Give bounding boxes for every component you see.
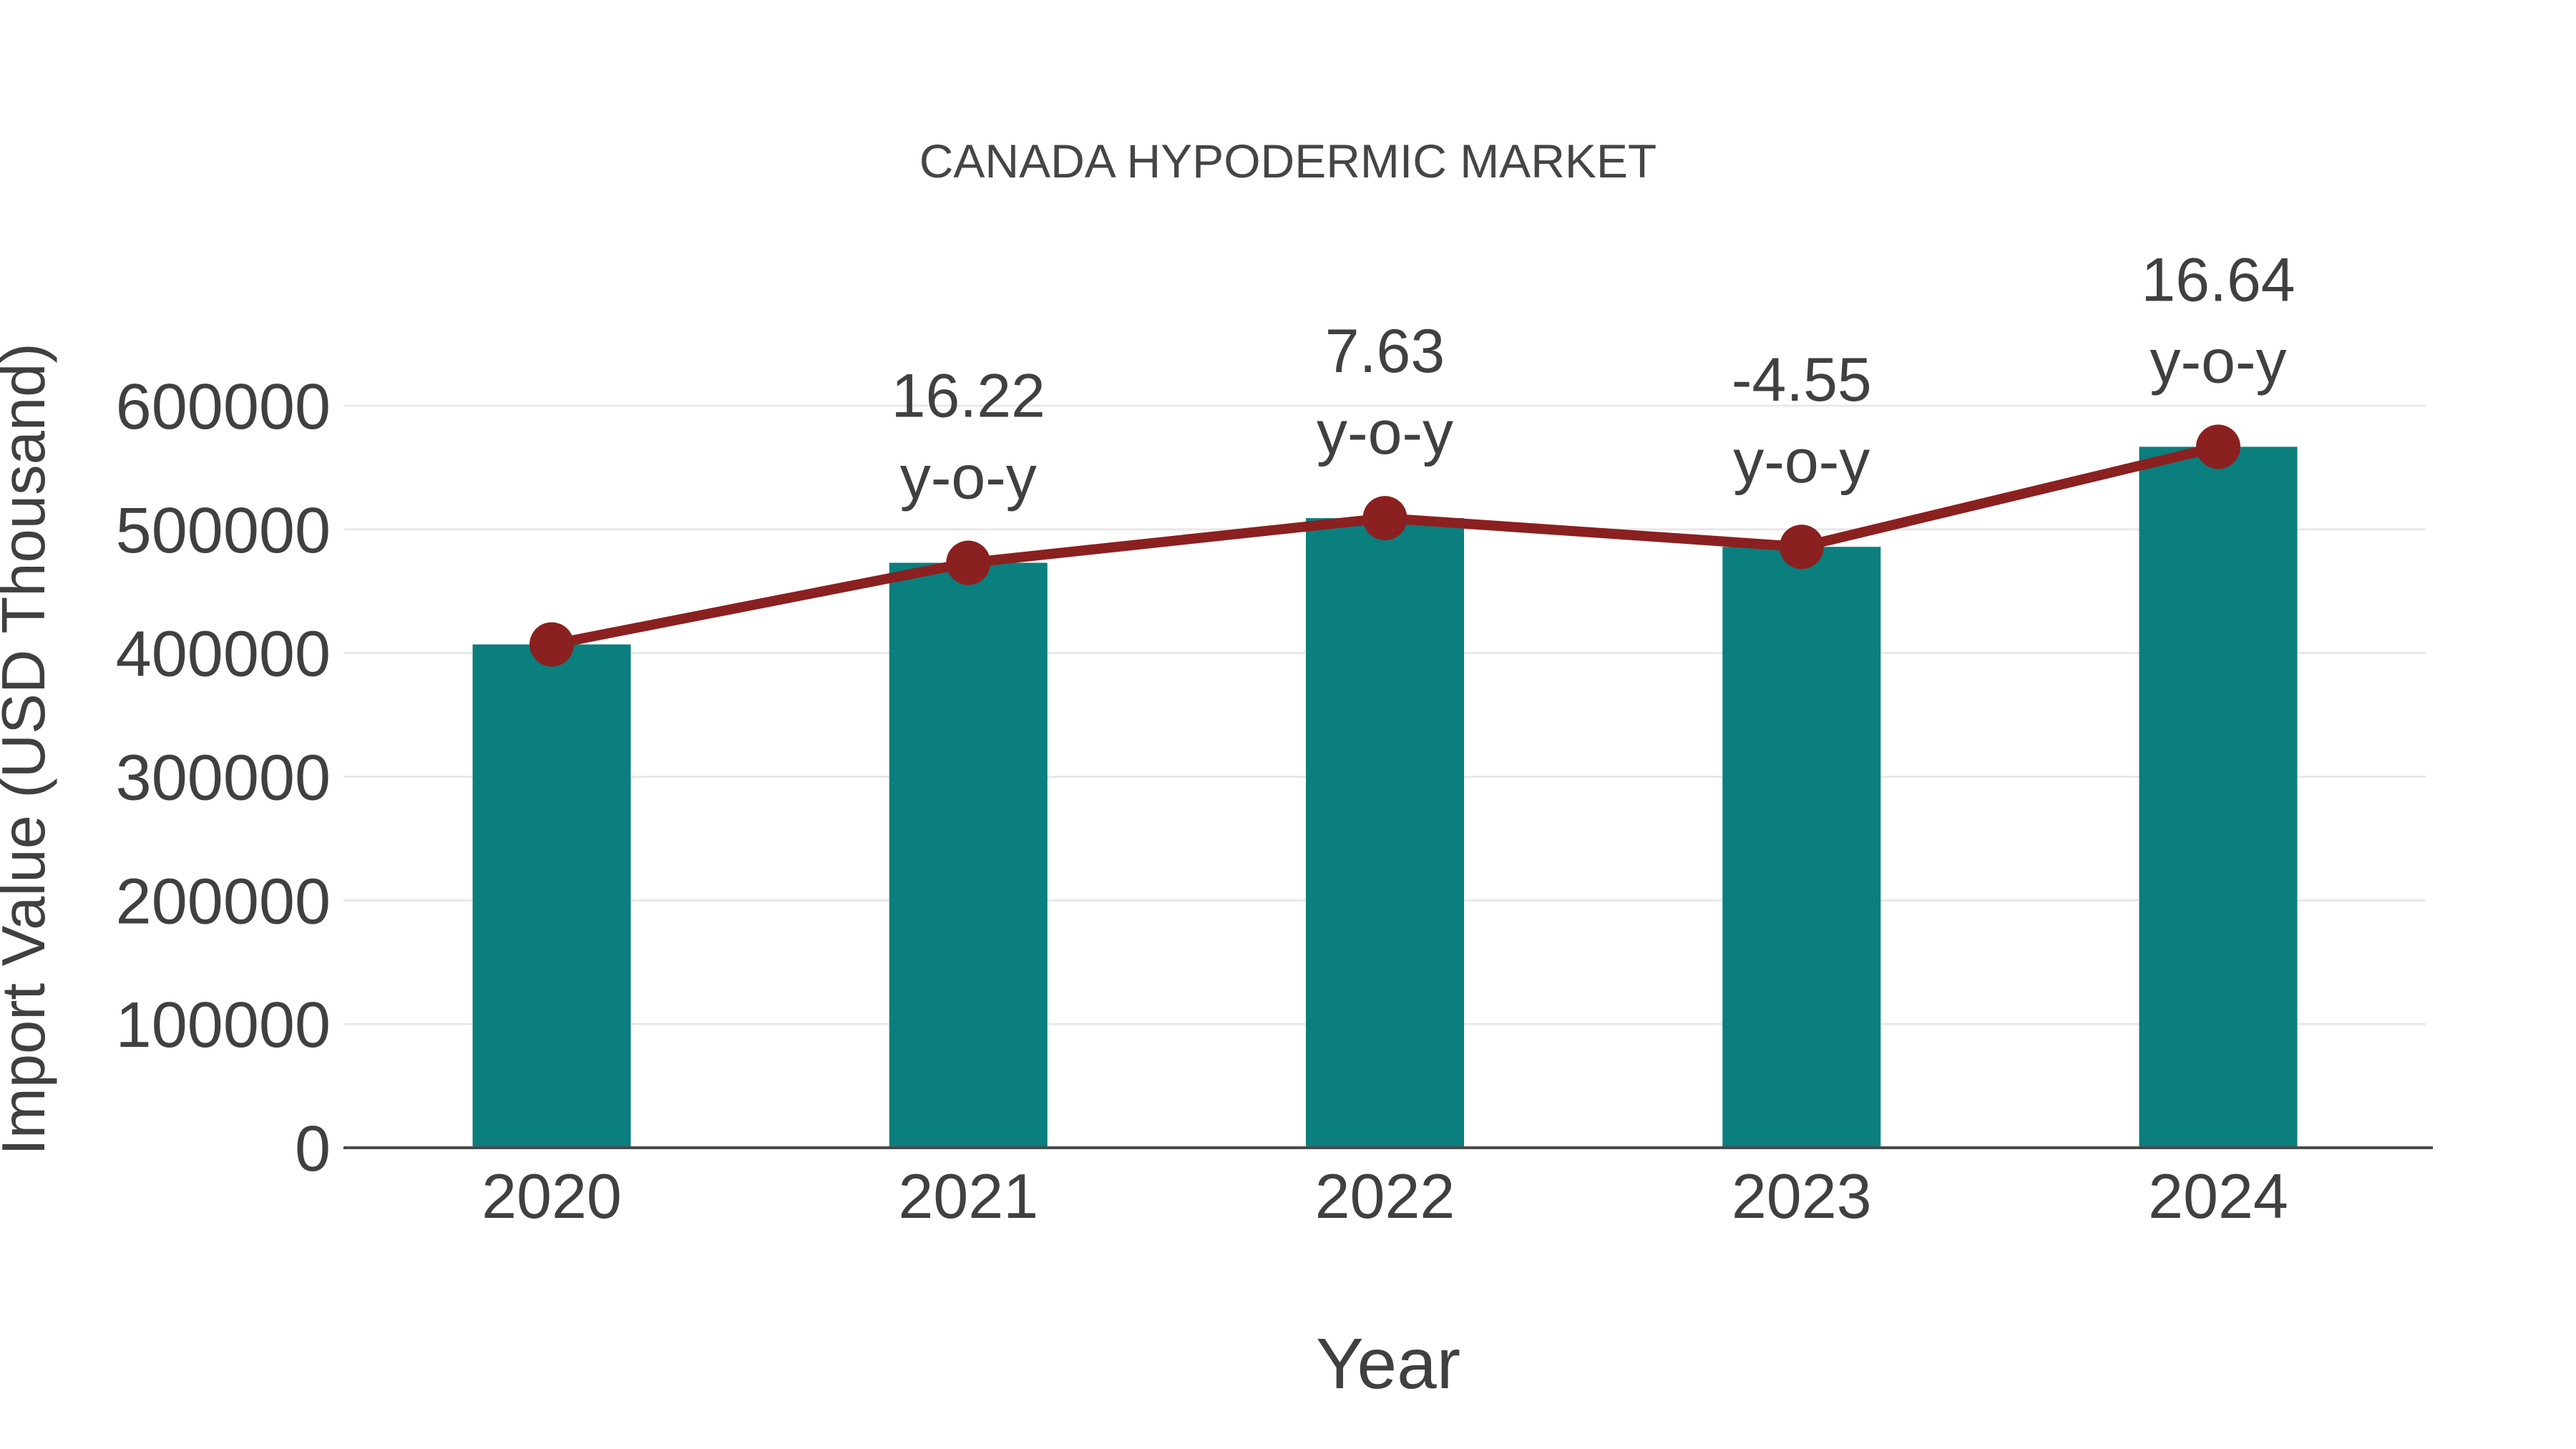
- yoy-annotation-value-2024: 16.64: [2141, 245, 2295, 314]
- x-axis-title: Year: [1316, 1324, 1460, 1404]
- data-point-marker-2022: [1362, 496, 1407, 541]
- yoy-annotation-label-2022: y-o-y: [1317, 399, 1453, 467]
- y-tick-label: 100000: [116, 990, 331, 1061]
- bar-2021: [889, 562, 1048, 1148]
- x-tick-label-2022: 2022: [1315, 1161, 1455, 1231]
- x-tick-labels: 2020 2021 2022 2023 2024: [482, 1161, 2288, 1231]
- yoy-annotation-label-2023: y-o-y: [1733, 427, 1870, 496]
- x-tick-label-2021: 2021: [898, 1161, 1038, 1231]
- data-point-marker-2023: [1779, 525, 1824, 570]
- trend-line-group: [530, 424, 2240, 667]
- chart-title: CANADA HYPODERMIC MARKET: [919, 135, 1657, 187]
- y-tick-label: 500000: [116, 495, 331, 567]
- yoy-annotations: 16.22 y-o-y 7.63 y-o-y -4.55 y-o-y 16.64 y-o-y: [892, 245, 2296, 512]
- bars: [472, 447, 2298, 1148]
- yoy-annotation-label-2021: y-o-y: [900, 443, 1037, 512]
- data-point-marker-2020: [530, 622, 574, 667]
- x-tick-label-2023: 2023: [1732, 1161, 1872, 1231]
- bar-2024: [2139, 447, 2298, 1148]
- bar-2022: [1306, 518, 1464, 1148]
- x-tick-label-2024: 2024: [2148, 1161, 2288, 1231]
- bar-2023: [1722, 547, 1881, 1148]
- bar-2020: [472, 644, 631, 1148]
- yoy-annotation-value-2021: 16.22: [892, 361, 1045, 430]
- y-tick-label: 0: [295, 1113, 331, 1185]
- y-tick-label: 600000: [116, 371, 331, 443]
- y-axis-title: Import Value (USD Thousand): [0, 343, 58, 1155]
- data-point-marker-2024: [2196, 424, 2240, 469]
- x-tick-label-2020: 2020: [482, 1161, 622, 1231]
- y-tick-label: 400000: [116, 619, 331, 691]
- yoy-annotation-value-2022: 7.63: [1325, 317, 1445, 386]
- yoy-annotation-value-2023: -4.55: [1732, 346, 1872, 414]
- y-tick-labels: 0 100000 200000 300000 400000 500000 600000: [116, 371, 331, 1185]
- y-tick-label: 200000: [116, 866, 331, 937]
- yoy-annotation-label-2024: y-o-y: [2150, 327, 2286, 396]
- y-tick-label: 300000: [116, 743, 331, 814]
- data-point-marker-2021: [946, 540, 991, 585]
